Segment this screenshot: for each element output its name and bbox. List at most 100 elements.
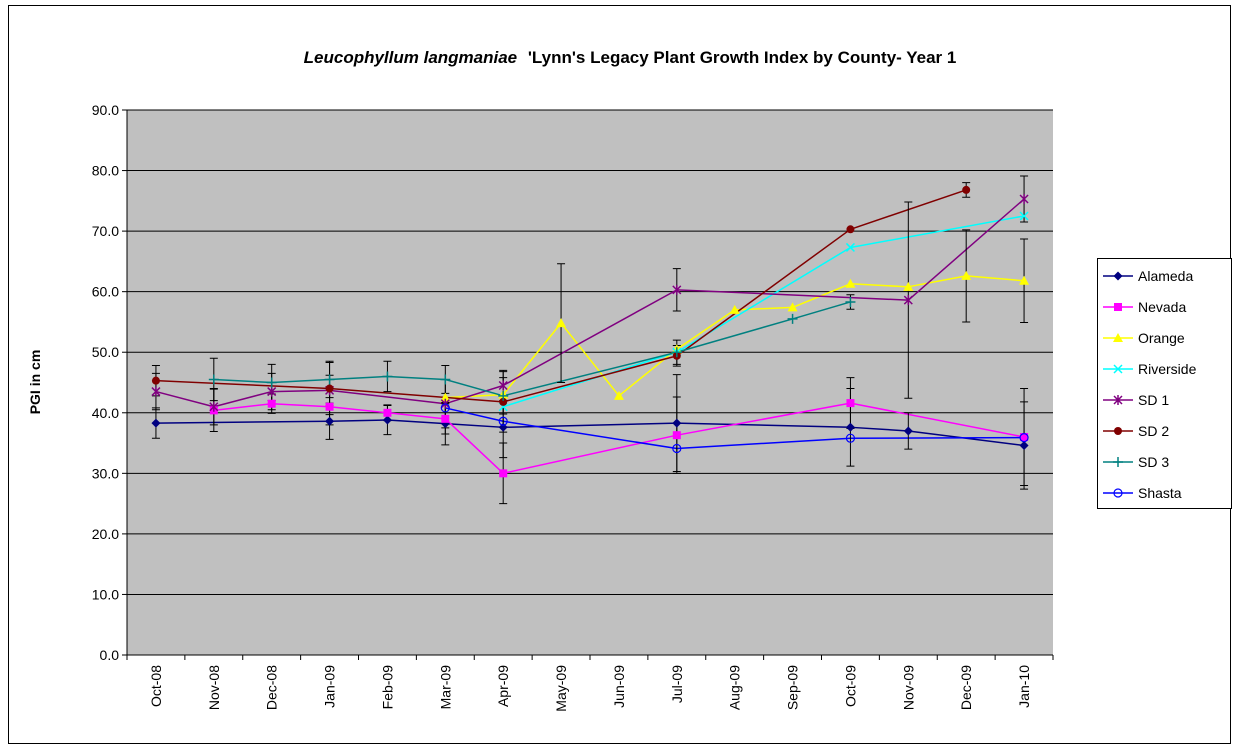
data-point <box>498 380 508 391</box>
series-segment <box>213 402 272 412</box>
data-point <box>845 242 855 252</box>
series-segment <box>271 378 330 384</box>
y-tick-label: 40.0 <box>92 405 119 421</box>
y-tick-label: 80.0 <box>92 163 119 179</box>
data-point <box>672 443 682 454</box>
series-segment <box>502 289 678 387</box>
title-italic: Leucophyllum langmaniae <box>304 48 518 67</box>
legend-label: Nevada <box>1138 299 1186 315</box>
data-point <box>1019 433 1029 443</box>
series-segment <box>155 379 330 390</box>
x-tick-label: Nov-09 <box>900 665 916 710</box>
data-point <box>151 376 160 385</box>
data-point <box>151 386 161 397</box>
series-segment <box>676 318 793 353</box>
y-axis-label: PGI in cm <box>27 350 43 415</box>
legend <box>1097 258 1232 509</box>
legend-label: Riverside <box>1138 361 1197 377</box>
series-segment <box>676 437 851 450</box>
series-segment <box>850 215 1025 249</box>
series-segment <box>850 402 1025 438</box>
data-point <box>846 399 855 408</box>
series-segment <box>850 436 1025 439</box>
series-segment <box>387 412 446 420</box>
data-point <box>266 377 277 388</box>
legend-label: Shasta <box>1138 485 1182 501</box>
x-tick-label: Oct-08 <box>148 665 164 707</box>
data-point <box>903 426 913 436</box>
data-point <box>787 302 798 312</box>
data-point <box>1019 275 1030 285</box>
data-point <box>498 416 508 426</box>
y-tick-label: 20.0 <box>92 526 119 542</box>
y-tick-label: 90.0 <box>92 102 119 118</box>
data-point <box>498 390 509 401</box>
chart-title: Leucophyllum langmaniae 'Lynn's Legacy P… <box>304 48 957 67</box>
title-rest: 'Lynn's Legacy Plant Growth Index by Cou… <box>528 48 956 67</box>
series-segment <box>734 306 793 311</box>
data-point <box>672 431 681 440</box>
x-tick-label: Oct-09 <box>842 665 858 707</box>
data-point <box>729 304 740 314</box>
x-tick-label: Apr-09 <box>495 665 511 707</box>
x-tick-label: Feb-09 <box>379 665 395 710</box>
legend-marker <box>1114 303 1122 311</box>
data-point <box>325 384 334 393</box>
data-point <box>382 415 392 425</box>
legend-marker <box>1113 395 1123 405</box>
series-segment <box>387 419 446 425</box>
series-segment <box>329 389 446 405</box>
data-point <box>845 296 856 307</box>
data-point <box>499 469 508 478</box>
data-point <box>846 225 855 234</box>
data-point <box>787 313 798 324</box>
series-segment <box>329 375 388 381</box>
series-segment <box>271 389 330 393</box>
legend-marker <box>1113 364 1123 374</box>
data-point <box>440 403 450 413</box>
data-point <box>672 418 682 428</box>
x-tick-label: Sep-09 <box>785 665 801 710</box>
series-segment <box>676 309 736 350</box>
x-tick-label: Jul-09 <box>669 665 685 703</box>
legend-label: Alameda <box>1138 268 1193 284</box>
series-segment <box>850 283 909 288</box>
series-segment <box>792 301 851 320</box>
data-point <box>440 392 451 402</box>
data-point <box>208 374 219 385</box>
data-point <box>325 402 334 411</box>
series-segment <box>503 351 677 397</box>
series-segment <box>676 402 851 436</box>
data-point <box>209 401 219 412</box>
data-point <box>267 386 277 397</box>
x-tick-label: Jun-09 <box>611 665 627 708</box>
series-segment <box>329 387 504 403</box>
legend-marker <box>1113 333 1123 342</box>
data-point <box>151 418 161 428</box>
series-segment <box>676 228 851 357</box>
legend-label: SD 3 <box>1138 454 1169 470</box>
series-segment <box>445 384 504 405</box>
x-tick-label: Aug-09 <box>727 665 743 710</box>
legend-marker <box>1113 271 1123 281</box>
legend-marker <box>1113 457 1123 467</box>
x-tick-label: Dec-08 <box>264 665 280 710</box>
series-segment <box>329 419 388 423</box>
data-point <box>325 416 335 426</box>
series-segment <box>850 426 909 432</box>
data-point <box>1019 194 1029 205</box>
legend-label: Orange <box>1138 330 1185 346</box>
series-segment <box>503 420 677 450</box>
series-segment <box>966 275 1025 282</box>
series-segment <box>503 422 677 429</box>
data-point <box>441 414 450 423</box>
series-segment <box>445 378 504 397</box>
y-tick-label: 50.0 <box>92 344 119 360</box>
y-tick-label: 10.0 <box>92 586 119 602</box>
legend-label: SD 1 <box>1138 392 1169 408</box>
series-segment <box>502 355 678 403</box>
series-segment <box>155 390 215 408</box>
data-point <box>267 399 276 408</box>
series-segment <box>213 378 272 384</box>
